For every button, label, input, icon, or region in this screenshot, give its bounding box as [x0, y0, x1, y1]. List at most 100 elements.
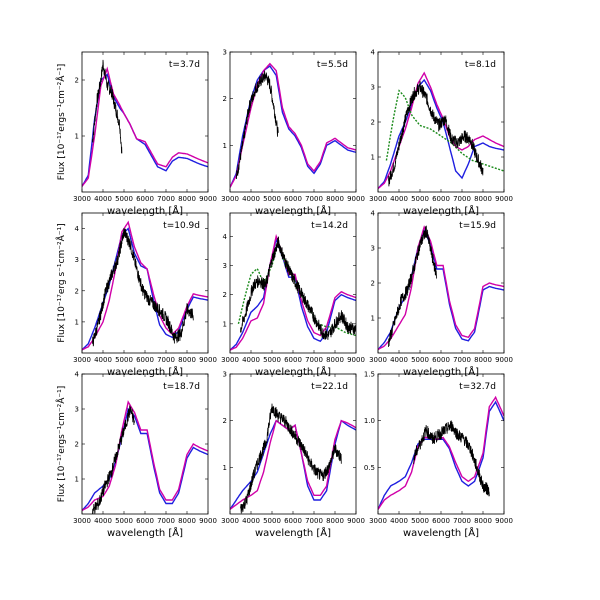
panel-time-label: t=32.7d [459, 382, 496, 392]
y-tick-label: 0.5 [364, 464, 375, 472]
x-tick-label: 3000 [369, 517, 387, 525]
panel-8: 3000 4000 5000 6000 7000 8000 9000 1 2 3 wavelengt… [221, 371, 365, 540]
x-tick-label: 3000 [221, 356, 239, 364]
panel-6: 3000 4000 5000 6000 7000 8000 9000 1 2 3 4 waveleng… [369, 210, 513, 379]
x-tick-label: 6000 [136, 356, 154, 364]
series-model_green [385, 89, 504, 172]
panel-5: 3000 4000 5000 6000 7000 8000 9000 1 2 3 4 waveleng… [221, 212, 365, 378]
series-observed [240, 236, 356, 340]
x-tick-label: 5000 [115, 195, 133, 203]
panel-time-label: t=8.1d [465, 60, 496, 70]
y-tick-label: 1 [75, 318, 79, 326]
x-tick-label: 8000 [178, 517, 196, 525]
y-tick-label: 1.0 [364, 417, 375, 425]
x-tick-label: 9000 [199, 195, 217, 203]
x-tick-label: 5000 [115, 356, 133, 364]
x-tick-label: 6000 [284, 517, 302, 525]
series-model_blue [82, 73, 208, 187]
y-tick-label: 2 [223, 95, 227, 103]
x-tick-label: 8000 [474, 517, 492, 525]
x-tick-label: 7000 [305, 517, 323, 525]
series-observed [235, 70, 279, 180]
x-tick-label: 5000 [263, 356, 281, 364]
y-tick-label: 1 [75, 133, 79, 141]
x-axis-label: wavelength [Å] [403, 365, 479, 378]
panel-time-label: t=3.7d [169, 60, 200, 70]
series-model_green [237, 241, 356, 337]
x-tick-label: 7000 [453, 356, 471, 364]
x-tick-label: 4000 [390, 356, 408, 364]
x-tick-label: 8000 [178, 195, 196, 203]
series-observed [388, 81, 484, 187]
x-tick-label: 4000 [242, 195, 260, 203]
x-tick-label: 7000 [453, 195, 471, 203]
y-tick-label: 1 [75, 476, 79, 484]
x-tick-label: 3000 [369, 195, 387, 203]
x-tick-label: 3000 [221, 195, 239, 203]
series-observed [240, 403, 342, 514]
x-tick-label: 8000 [326, 517, 344, 525]
y-axis-label: Flux [10⁻¹⁷ergs⁻¹cm⁻²Å⁻¹] [55, 64, 67, 180]
y-tick-label: 4 [75, 371, 80, 379]
x-tick-label: 8000 [474, 195, 492, 203]
panel-1: 3000 4000 5000 6000 7000 8000 9000 1 2 wavelength… [55, 51, 217, 217]
x-axis-label: wavelength [Å] [255, 204, 331, 217]
y-tick-label: 2 [371, 280, 375, 288]
y-tick-label: 2 [223, 417, 227, 425]
y-tick-label: 4 [223, 233, 228, 241]
x-axis-label: wavelength [Å] [403, 526, 479, 539]
y-axis-label: Flux [10⁻¹⁷erg s⁻¹cm⁻²Å⁻¹] [55, 223, 67, 342]
panel-7: 3000 4000 5000 6000 7000 8000 9000 1 2 3 4 waveleng… [55, 371, 217, 540]
x-tick-label: 5000 [263, 195, 281, 203]
y-tick-label: 3 [223, 49, 227, 57]
panel-frame [81, 212, 209, 354]
series-model_blue [378, 400, 504, 510]
x-axis-label: wavelength [Å] [107, 204, 183, 217]
series-model_magenta [82, 66, 208, 187]
x-tick-label: 3000 [73, 356, 91, 364]
series-model_magenta [230, 419, 356, 510]
x-tick-label: 9000 [347, 356, 365, 364]
y-tick-label: 3 [223, 371, 227, 379]
y-tick-label: 3 [371, 245, 375, 253]
panel-time-label: t=18.7d [163, 382, 200, 392]
y-tick-label: 4 [371, 210, 376, 218]
series-observed [413, 420, 490, 497]
y-tick-label: 2 [75, 441, 79, 449]
x-axis-label: wavelength [Å] [107, 526, 183, 539]
x-tick-label: 5000 [115, 517, 133, 525]
series-model_magenta [82, 220, 208, 351]
x-axis-label: wavelength [Å] [255, 526, 331, 539]
x-tick-label: 6000 [432, 517, 450, 525]
x-tick-label: 3000 [73, 517, 91, 525]
y-tick-label: 1 [223, 142, 227, 150]
panel-time-label: t=10.9d [163, 221, 200, 231]
series-model_magenta [230, 62, 356, 188]
x-tick-label: 9000 [495, 195, 513, 203]
series-observed [92, 228, 194, 347]
y-tick-label: 1.5 [364, 371, 375, 379]
x-tick-label: 6000 [284, 356, 302, 364]
x-tick-label: 5000 [411, 356, 429, 364]
x-tick-label: 4000 [94, 517, 112, 525]
series-model_blue [378, 78, 504, 189]
panel-3: 3000 4000 5000 6000 7000 8000 9000 1 2 3 4 waveleng… [369, 49, 513, 218]
y-tick-label: 3 [75, 406, 79, 414]
y-tick-label: 3 [223, 262, 227, 270]
y-tick-label: 2 [371, 119, 375, 127]
series-model_blue [82, 407, 208, 511]
x-tick-label: 4000 [94, 356, 112, 364]
x-tick-label: 9000 [347, 517, 365, 525]
y-tick-label: 1 [223, 320, 227, 328]
series-model_magenta [378, 71, 504, 190]
y-tick-label: 3 [371, 84, 375, 92]
series-model_blue [230, 64, 356, 188]
x-tick-label: 9000 [199, 356, 217, 364]
x-tick-label: 4000 [242, 356, 260, 364]
x-tick-label: 6000 [136, 195, 154, 203]
series-model_blue [378, 228, 504, 350]
x-tick-label: 8000 [326, 356, 344, 364]
x-tick-label: 9000 [495, 517, 513, 525]
x-tick-label: 7000 [157, 356, 175, 364]
